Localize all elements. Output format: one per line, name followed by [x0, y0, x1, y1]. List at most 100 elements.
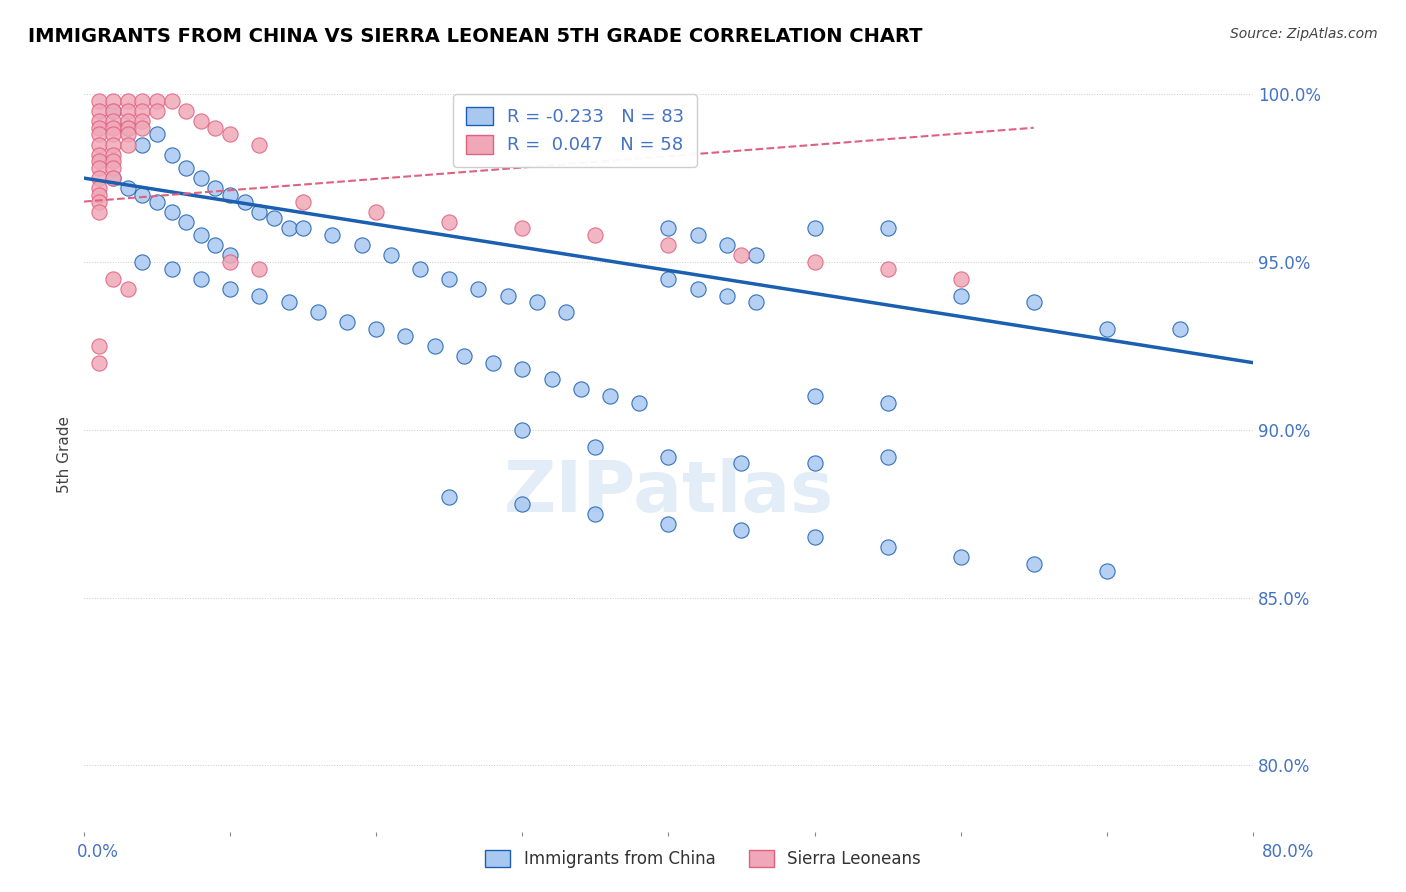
Point — [174, 215, 197, 229]
Point — [247, 261, 270, 276]
Point — [949, 272, 972, 286]
Point — [117, 114, 139, 128]
Point — [87, 339, 110, 353]
Point — [87, 128, 110, 142]
Point — [583, 507, 606, 521]
Point — [366, 204, 388, 219]
Point — [117, 94, 139, 108]
Point — [87, 103, 110, 118]
Point — [496, 288, 519, 302]
Point — [409, 261, 432, 276]
Point — [745, 295, 768, 310]
Text: Source: ZipAtlas.com: Source: ZipAtlas.com — [1230, 27, 1378, 41]
Point — [131, 255, 153, 269]
Point — [394, 328, 416, 343]
Point — [146, 103, 169, 118]
Point — [657, 221, 679, 235]
Point — [803, 221, 825, 235]
Point — [87, 187, 110, 202]
Point — [103, 161, 125, 175]
Point — [117, 282, 139, 296]
Point — [1022, 557, 1045, 571]
Point — [686, 228, 709, 243]
Point — [190, 228, 212, 243]
Point — [204, 238, 226, 252]
Point — [190, 171, 212, 186]
Point — [160, 261, 183, 276]
Point — [87, 171, 110, 186]
Point — [117, 103, 139, 118]
Point — [716, 238, 738, 252]
Point — [510, 221, 533, 235]
Point — [87, 137, 110, 152]
Point — [146, 128, 169, 142]
Point — [336, 315, 359, 329]
Point — [131, 120, 153, 135]
Point — [87, 204, 110, 219]
Point — [131, 137, 153, 152]
Point — [117, 137, 139, 152]
Point — [103, 120, 125, 135]
Point — [103, 171, 125, 186]
Point — [599, 389, 621, 403]
Point — [350, 238, 373, 252]
Point — [263, 211, 285, 226]
Point — [117, 120, 139, 135]
Point — [657, 450, 679, 464]
Point — [730, 456, 752, 470]
Legend: R = -0.233   N = 83, R =  0.047   N = 58: R = -0.233 N = 83, R = 0.047 N = 58 — [453, 94, 697, 167]
Point — [540, 372, 562, 386]
Point — [277, 221, 299, 235]
Point — [510, 423, 533, 437]
Point — [146, 194, 169, 209]
Point — [146, 94, 169, 108]
Point — [219, 248, 242, 262]
Point — [628, 396, 651, 410]
Point — [87, 154, 110, 169]
Point — [103, 147, 125, 161]
Point — [174, 103, 197, 118]
Point — [321, 228, 343, 243]
Point — [87, 147, 110, 161]
Point — [87, 161, 110, 175]
Point — [247, 204, 270, 219]
Text: ZIPatlas: ZIPatlas — [503, 458, 834, 527]
Text: 80.0%: 80.0% — [1263, 843, 1315, 861]
Point — [103, 103, 125, 118]
Point — [949, 288, 972, 302]
Point — [247, 137, 270, 152]
Point — [131, 103, 153, 118]
Point — [745, 248, 768, 262]
Point — [103, 171, 125, 186]
Point — [117, 128, 139, 142]
Point — [87, 181, 110, 195]
Point — [555, 305, 578, 319]
Point — [219, 282, 242, 296]
Point — [730, 248, 752, 262]
Point — [204, 120, 226, 135]
Point — [233, 194, 256, 209]
Point — [204, 181, 226, 195]
Legend: Immigrants from China, Sierra Leoneans: Immigrants from China, Sierra Leoneans — [478, 843, 928, 875]
Point — [439, 215, 461, 229]
Point — [87, 94, 110, 108]
Y-axis label: 5th Grade: 5th Grade — [58, 417, 72, 493]
Point — [103, 137, 125, 152]
Point — [292, 194, 315, 209]
Point — [876, 261, 898, 276]
Point — [160, 94, 183, 108]
Point — [219, 255, 242, 269]
Point — [876, 450, 898, 464]
Point — [87, 194, 110, 209]
Point — [219, 187, 242, 202]
Point — [131, 114, 153, 128]
Point — [482, 356, 505, 370]
Text: IMMIGRANTS FROM CHINA VS SIERRA LEONEAN 5TH GRADE CORRELATION CHART: IMMIGRANTS FROM CHINA VS SIERRA LEONEAN … — [28, 27, 922, 45]
Point — [583, 440, 606, 454]
Point — [803, 255, 825, 269]
Point — [103, 154, 125, 169]
Point — [190, 272, 212, 286]
Point — [876, 221, 898, 235]
Point — [1095, 322, 1118, 336]
Point — [510, 362, 533, 376]
